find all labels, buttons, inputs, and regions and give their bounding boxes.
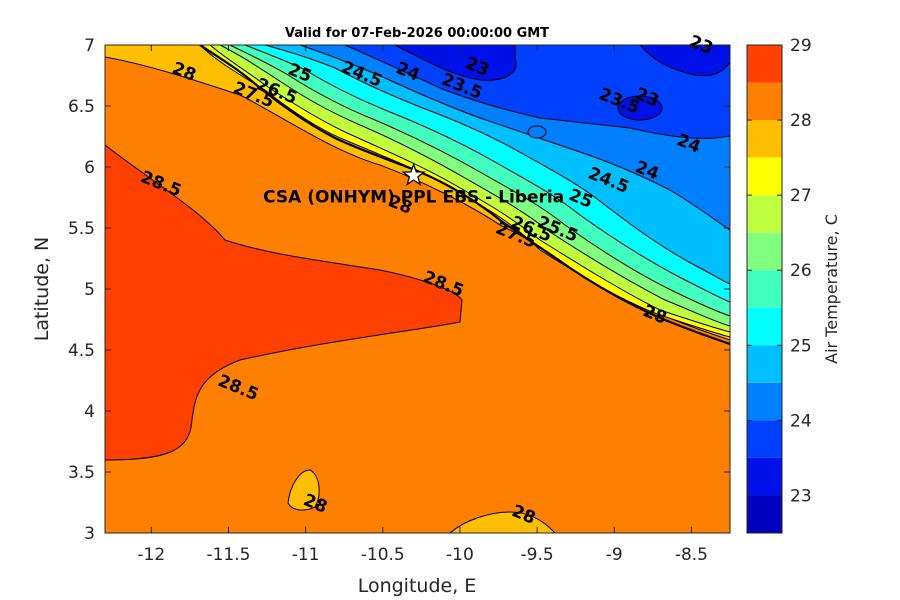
x-tick-label: -9.5 bbox=[521, 545, 554, 565]
contour-band-28-5 bbox=[105, 144, 463, 461]
y-axis: 3 3.5 4 4.5 5 5.5 6 6.5 7 bbox=[68, 36, 730, 544]
y-tick-label: 6 bbox=[84, 158, 95, 178]
chart-title: Valid for 07-Feb-2026 00:00:00 GMT bbox=[285, 26, 549, 41]
y-tick-label: 4 bbox=[84, 402, 95, 422]
x-tick-label: -10.5 bbox=[361, 545, 405, 565]
y-tick-label: 5 bbox=[84, 280, 95, 300]
contour-band-24-island bbox=[527, 125, 547, 139]
colorbar-segment bbox=[747, 120, 782, 158]
x-tick-label: -9 bbox=[606, 545, 623, 565]
colorbar-tick-label: 23 bbox=[790, 486, 812, 506]
coastline bbox=[199, 45, 730, 346]
colorbar-segment bbox=[747, 45, 782, 83]
x-tick-label: -10 bbox=[446, 545, 474, 565]
y-tick-label: 5.5 bbox=[68, 219, 95, 239]
site-label: CSA (ONHYM) PPL EBS - Liberia bbox=[263, 188, 564, 208]
contour-band-23-b bbox=[639, 45, 730, 77]
colorbar-tick-label: 26 bbox=[790, 261, 812, 281]
colorbar: 23 24 25 26 27 28 29 bbox=[746, 36, 812, 534]
x-tick-label: -12 bbox=[137, 545, 165, 565]
site-star-icon bbox=[401, 162, 426, 186]
colorbar-segment bbox=[747, 82, 782, 121]
colorbar-segment bbox=[747, 382, 782, 421]
colorbar-tick-label: 28 bbox=[790, 111, 812, 131]
colorbar-segment bbox=[747, 420, 782, 458]
colorbar-tick-label: 24 bbox=[790, 411, 812, 431]
x-axis-label: Longitude, E bbox=[358, 575, 477, 597]
colorbar-segment bbox=[747, 345, 782, 383]
y-tick-label: 3 bbox=[84, 524, 95, 544]
colorbar-segment bbox=[747, 495, 782, 533]
y-tick-label: 6.5 bbox=[68, 97, 95, 117]
contour-band-23-a bbox=[394, 45, 517, 81]
y-tick-label: 3.5 bbox=[68, 463, 95, 483]
contour-band-27-5-south-a bbox=[287, 469, 320, 511]
colorbar-segment bbox=[747, 157, 782, 196]
x-tick-label: -11.5 bbox=[206, 545, 250, 565]
colorbar-segment bbox=[747, 195, 782, 233]
contour-band-27-5-south-b bbox=[449, 511, 556, 533]
y-tick-label: 4.5 bbox=[68, 341, 95, 361]
colorbar-tick-label: 25 bbox=[790, 336, 812, 356]
x-axis: -12 -11.5 -11 -10.5 -10 -9.5 -9 -8.5 bbox=[137, 45, 708, 565]
contour-band-23-c bbox=[617, 95, 663, 121]
colorbar-segment bbox=[747, 270, 782, 308]
colorbar-label: Air Temperature, C bbox=[822, 214, 841, 364]
colorbar-frame bbox=[746, 44, 783, 534]
colorbar-segment bbox=[747, 457, 782, 496]
colorbar-segment bbox=[747, 307, 782, 346]
site-marker: CSA (ONHYM) PPL EBS - Liberia bbox=[263, 162, 564, 208]
x-tick-label: -11 bbox=[292, 545, 320, 565]
x-tick-label: -8.5 bbox=[675, 545, 708, 565]
y-axis-label: Latitude, N bbox=[31, 237, 53, 342]
colorbar-segment bbox=[747, 232, 782, 271]
contour-fill bbox=[105, 45, 730, 533]
colorbar-tick-label: 27 bbox=[790, 186, 812, 206]
colorbar-tick-label: 29 bbox=[790, 36, 812, 56]
y-tick-label: 7 bbox=[84, 36, 95, 56]
